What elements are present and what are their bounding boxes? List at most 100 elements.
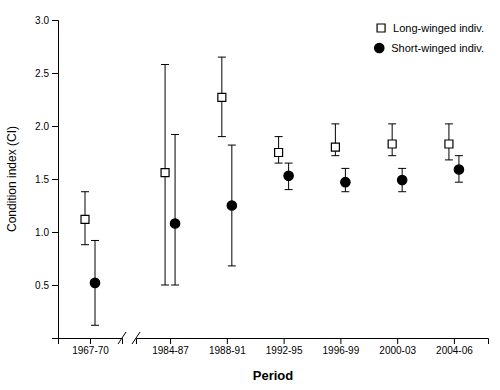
x-tick-label: 1992-95	[266, 345, 303, 356]
y-tick: 1.0	[35, 227, 58, 238]
x-tick: 2004-06	[436, 338, 473, 356]
marker	[218, 93, 226, 101]
error-cap	[275, 163, 283, 164]
legend-label: Long-winged indiv.	[393, 22, 484, 34]
series	[170, 134, 463, 285]
y-tick-mark	[52, 179, 58, 180]
x-axis: 1984-87 1988-91 1992-95 1996-99 2000-03 2004-…	[137, 338, 489, 356]
x-tick: 1967-70	[72, 338, 109, 356]
marker	[161, 169, 169, 177]
error-cap	[161, 285, 169, 286]
error-cap	[91, 240, 99, 241]
error-cap	[171, 134, 179, 135]
error-cap	[285, 189, 293, 190]
marker	[170, 219, 179, 228]
marker	[331, 143, 339, 151]
chart: 1967-700.51.01.52.02.53.01984-871988-911…	[0, 0, 500, 390]
y-tick-label: 3.0	[35, 15, 49, 26]
error-cap	[445, 123, 453, 124]
error-cap	[388, 123, 396, 124]
y-tick-mark	[52, 285, 58, 286]
x-tick-label: 1967-70	[72, 345, 109, 356]
error-cap	[388, 155, 396, 156]
error-cap	[455, 155, 463, 156]
error-cap	[331, 155, 339, 156]
error-cap	[398, 191, 406, 192]
series	[161, 57, 453, 285]
axis-break	[132, 332, 140, 344]
marker	[445, 140, 453, 148]
y-tick: 2.5	[35, 68, 58, 79]
error-cap	[218, 57, 226, 58]
x-tick-mark	[397, 338, 398, 344]
y-tick-label: 0.5	[35, 280, 49, 291]
y-axis-title: Condition index (CI)	[5, 126, 19, 232]
error-cap	[161, 64, 169, 65]
marker	[275, 149, 283, 157]
y-tick-mark	[52, 73, 58, 74]
x-tick: 1996-99	[323, 338, 360, 356]
x-tick-mark	[90, 338, 91, 344]
legend: Long-winged indiv. Short-winged indiv.	[375, 22, 484, 54]
marker	[227, 201, 236, 210]
x-tick: 1984-87	[152, 338, 189, 356]
y-axis-line	[52, 21, 59, 339]
x-tick-label: 1988-91	[209, 345, 246, 356]
error-cap	[81, 244, 89, 245]
error-cap	[228, 145, 236, 146]
error-bar	[175, 134, 176, 285]
x-tick-label: 2000-03	[379, 345, 416, 356]
y-tick-mark	[52, 126, 58, 127]
x-tick-label: 1984-87	[152, 345, 189, 356]
error-cap	[91, 325, 99, 326]
marker	[397, 175, 406, 184]
marker	[90, 278, 99, 287]
x-tick-label: 2004-06	[436, 345, 473, 356]
y-axis: 0.5 1.0 1.5 2.0 2.5 3.0	[35, 15, 58, 339]
error-cap	[171, 285, 179, 286]
marker	[388, 140, 396, 148]
legend-item: Long-winged indiv.	[377, 22, 484, 34]
x-axis: 1967-70	[59, 338, 123, 356]
error-cap	[445, 159, 453, 160]
y-tick-label: 1.5	[35, 174, 49, 185]
x-tick: 1992-95	[266, 338, 303, 356]
legend-item: Short-winged indiv.	[375, 42, 484, 54]
series	[90, 240, 99, 325]
x-tick: 2000-03	[379, 338, 416, 356]
error-cap	[341, 191, 349, 192]
x-tick-label: 1996-99	[323, 345, 360, 356]
marker	[284, 171, 293, 180]
y-tick: 0.5	[35, 280, 58, 291]
x-axis-title: Period	[253, 368, 294, 383]
x-tick-mark	[170, 338, 171, 344]
y-tick-mark	[52, 232, 58, 233]
error-cap	[218, 136, 226, 137]
y-tick-mark	[52, 20, 58, 21]
y-tick-label: 2.5	[35, 68, 49, 79]
axis-break	[118, 332, 126, 344]
y-tick: 3.0	[35, 15, 58, 26]
marker	[341, 177, 350, 186]
marks	[161, 57, 464, 285]
x-tick-mark	[454, 338, 455, 344]
x-tick-mark	[284, 338, 285, 344]
marks	[81, 192, 100, 326]
error-cap	[331, 123, 339, 124]
marker	[454, 165, 463, 174]
error-cap	[341, 168, 349, 169]
legend-symbol	[377, 24, 385, 32]
error-cap	[455, 182, 463, 183]
error-cap	[81, 191, 89, 192]
series	[81, 192, 89, 245]
x-axis-line	[59, 339, 123, 345]
x-tick-mark	[227, 338, 228, 344]
panel: 1967-70 0.5 1.0 1.5 2.0 2.5 3.0	[35, 15, 126, 356]
legend-label: Short-winged indiv.	[391, 42, 484, 54]
y-tick: 2.0	[35, 121, 58, 132]
panel: 1984-87 1988-91 1992-95 1996-99 2000-03 2004-…	[132, 22, 489, 356]
marker	[81, 215, 89, 223]
error-cap	[275, 136, 283, 137]
x-tick: 1988-91	[209, 338, 246, 356]
legend-symbol	[375, 43, 384, 52]
